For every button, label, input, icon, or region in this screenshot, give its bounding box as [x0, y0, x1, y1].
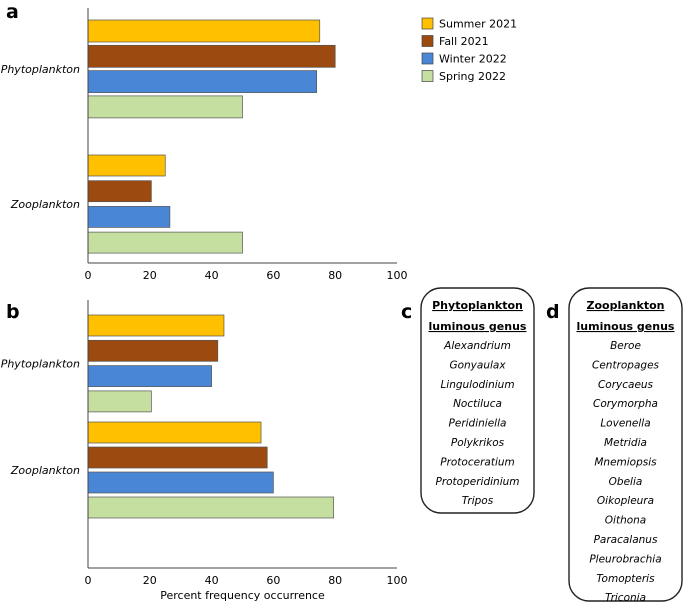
- legend-swatch: [421, 70, 434, 82]
- genus-box-header: luminous genus: [577, 320, 675, 333]
- bar-b-phytoplankton-fall-2021: [87, 339, 219, 362]
- x-tick-label-b: 60: [266, 574, 280, 587]
- bar-b-phytoplankton-winter-2022: [87, 365, 212, 387]
- bar-a-zooplankton-summer-2021: [87, 154, 166, 177]
- genus-item: Triconia: [605, 592, 646, 604]
- legend-label: Winter 2022: [439, 53, 507, 66]
- genus-item: Noctiluca: [453, 398, 502, 410]
- genus-item: Alexandrium: [443, 340, 511, 352]
- genus-item: Polykrikos: [451, 437, 505, 449]
- genus-item: Lingulodinium: [440, 379, 514, 391]
- panel-letter-b: b: [6, 301, 20, 323]
- bar-b-phytoplankton-spring-2022: [87, 390, 152, 413]
- panel-letter-c: c: [401, 301, 412, 323]
- bar-a-phytoplankton-winter-2022: [87, 70, 318, 93]
- x-tick-label-a: 0: [85, 269, 92, 282]
- category-label-a-phytoplankton: Phytoplankton: [1, 63, 80, 76]
- panel-d-genus-box: d Zooplankton luminous genus Beroe Centropag…: [546, 287, 683, 604]
- bar-a-zooplankton-spring-2022: [87, 231, 243, 254]
- genus-item: Oithona: [605, 515, 646, 527]
- category-label-b-phytoplankton: Phytoplankton: [1, 357, 80, 370]
- category-label-b-zooplankton: Zooplankton: [10, 464, 80, 477]
- genus-item: Pleurobrachia: [589, 553, 661, 565]
- genus-box-border: [568, 287, 683, 602]
- x-tick-label-a: 80: [328, 269, 342, 282]
- genus-item: Mnemiopsis: [594, 456, 657, 468]
- genus-box-header: Zooplankton: [587, 299, 665, 312]
- legend-swatch: [421, 35, 434, 47]
- legend-label: Summer 2021: [439, 18, 517, 31]
- genus-item: Gonyaulax: [449, 359, 506, 371]
- x-tick-label-a: 100: [387, 269, 408, 282]
- bar-a-zooplankton-fall-2021: [87, 180, 152, 203]
- genus-item: Tomopteris: [596, 573, 655, 585]
- genus-item: Lovenella: [600, 418, 650, 430]
- legend-swatch: [421, 17, 434, 30]
- bar-b-phytoplankton-summer-2021: [87, 314, 225, 337]
- bar-a-phytoplankton-spring-2022: [87, 95, 243, 119]
- genus-item: Protoceratium: [440, 456, 515, 468]
- bar-b-zooplankton-winter-2022: [87, 471, 274, 494]
- x-tick-label-b: 0: [85, 574, 92, 587]
- panel-b-chart: b Phytoplankton Zooplankton 0 20 40 60 80 100 Per…: [1, 300, 408, 602]
- x-axis-title-b: Percent frequency occurrence: [160, 589, 325, 602]
- genus-box-header: luminous genus: [429, 320, 527, 333]
- x-tick-label-a: 20: [143, 269, 157, 282]
- bar-b-zooplankton-spring-2022: [87, 496, 335, 519]
- panel-letter-a: a: [6, 1, 19, 23]
- genus-item: Corymorpha: [593, 398, 658, 410]
- bar-b-zooplankton-summer-2021: [87, 421, 262, 444]
- genus-item: Obelia: [609, 476, 643, 488]
- genus-item: Corycaeus: [598, 379, 654, 391]
- genus-item: Tripos: [462, 495, 494, 507]
- x-tick-label-b: 40: [205, 574, 219, 587]
- legend-label: Fall 2021: [439, 35, 489, 48]
- panel-letter-d: d: [546, 301, 560, 323]
- genus-item: Metridia: [604, 437, 647, 449]
- panel-c-genus-box: c Phytoplankton luminous genus Alexandrium G…: [401, 287, 535, 514]
- genus-item: Paracalanus: [594, 534, 658, 546]
- genus-box-border: [420, 287, 535, 514]
- genus-box-header: Phytoplankton: [432, 299, 523, 312]
- x-tick-label-b: 100: [387, 574, 408, 587]
- genus-item: Beroe: [610, 340, 641, 352]
- bar-a-phytoplankton-fall-2021: [87, 44, 336, 68]
- x-tick-label-b: 20: [143, 574, 157, 587]
- x-tick-label-b: 80: [328, 574, 342, 587]
- panel-a-chart: a Phytoplankton Zooplankton 0 20 40 60 80 100 Sum…: [1, 1, 517, 282]
- genus-item: Centropages: [592, 359, 660, 371]
- genus-item: Peridiniella: [449, 418, 507, 430]
- x-tick-label-a: 40: [205, 269, 219, 282]
- bar-a-zooplankton-winter-2022: [87, 206, 171, 228]
- genus-item: Oikopleura: [597, 495, 654, 507]
- x-tick-label-a: 60: [266, 269, 280, 282]
- category-label-a-zooplankton: Zooplankton: [10, 198, 80, 211]
- bar-a-phytoplankton-summer-2021: [87, 19, 321, 43]
- genus-item: Protoperidinium: [435, 476, 519, 488]
- legend: Summer 2021 Fall 2021 Winter 2022 Spring 20…: [421, 17, 517, 83]
- bar-b-zooplankton-fall-2021: [87, 446, 268, 469]
- legend-swatch: [421, 52, 434, 65]
- legend-label: Spring 2022: [439, 70, 506, 83]
